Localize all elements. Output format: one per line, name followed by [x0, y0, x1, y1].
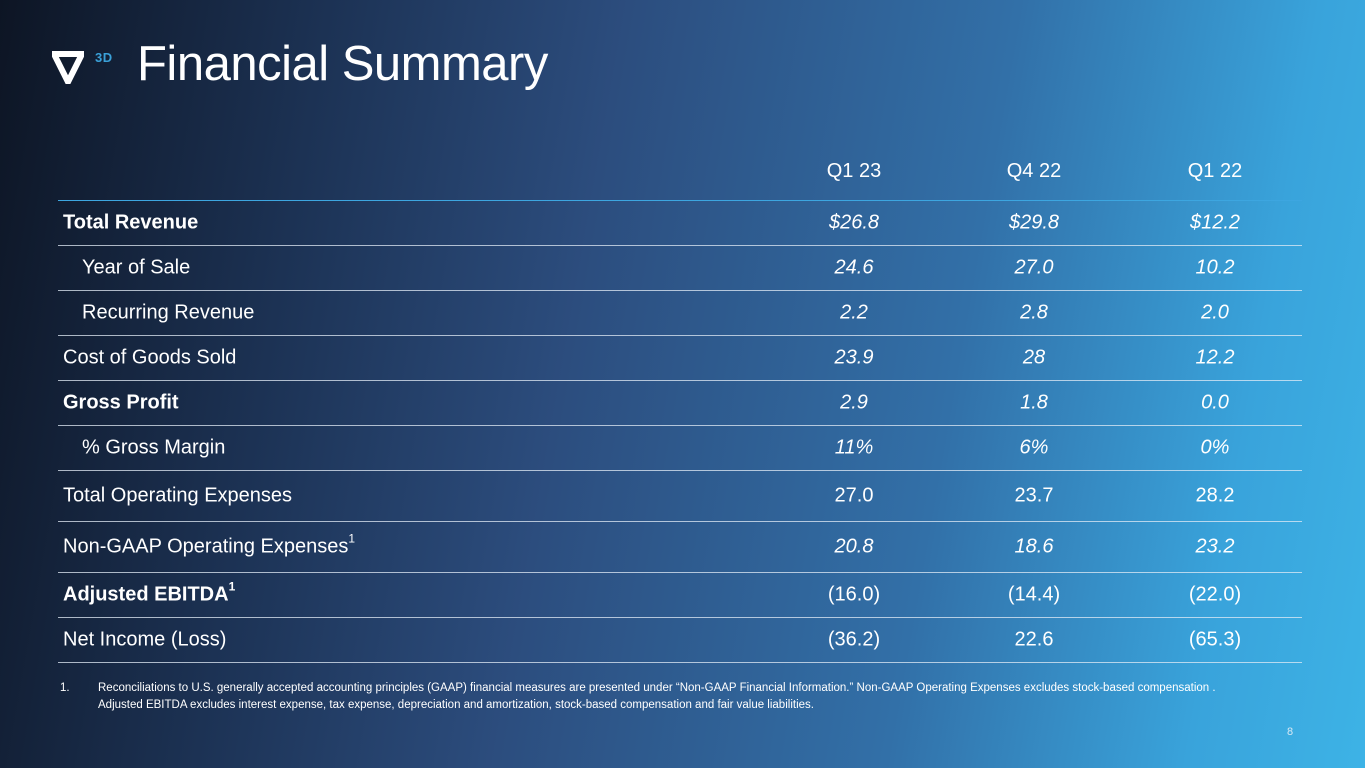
cell-value: 11% — [834, 436, 874, 459]
cell-value: $12.2 — [1189, 211, 1241, 234]
cell-value: 1.8 — [1020, 391, 1048, 414]
cell-value: 28.2 — [1195, 484, 1235, 507]
footnote-marker: 1 — [348, 531, 356, 546]
row-label: Adjusted EBITDA1 — [63, 580, 235, 607]
table-row-recurring-revenue: Recurring Revenue 2.2 2.8 2.0 — [58, 291, 1302, 336]
footnote-number: 1. — [60, 682, 70, 694]
cell-value: 23.7 — [1014, 484, 1054, 507]
cell-value: 27.0 — [1014, 256, 1054, 279]
cell-value: 2.0 — [1201, 301, 1229, 324]
cell-value: 23.2 — [1195, 535, 1235, 558]
table-header: Q1 23 Q4 22 Q1 22 — [58, 150, 1302, 201]
cell-value: 20.8 — [834, 535, 874, 558]
table-row-adjusted-ebitda: Adjusted EBITDA1 (16.0) (14.4) (22.0) — [58, 573, 1302, 618]
cell-value: 22.6 — [1014, 628, 1054, 651]
cell-value: (65.3) — [1188, 628, 1242, 651]
cell-value: 0% — [1200, 436, 1230, 459]
footnote-text: Reconciliations to U.S. generally accept… — [98, 682, 1216, 711]
logo-triangle-icon — [52, 51, 84, 84]
cell-value: (22.0) — [1188, 583, 1242, 606]
footnote: 1. Reconciliations to U.S. generally acc… — [60, 680, 1240, 714]
row-label: Total Operating Expenses — [63, 484, 293, 507]
row-label: Year of Sale — [82, 256, 191, 279]
cell-value: (16.0) — [827, 583, 881, 606]
cell-value: 28 — [1022, 346, 1046, 369]
table-row-year-of-sale: Year of Sale 24.6 27.0 10.2 — [58, 246, 1302, 291]
cell-value: 12.2 — [1195, 346, 1235, 369]
table-row-total-operating-expenses: Total Operating Expenses 27.0 23.7 28.2 — [58, 471, 1302, 522]
table-row-non-gaap-operating-expenses: Non-GAAP Operating Expenses1 20.8 18.6 2… — [58, 522, 1302, 573]
row-label: Non-GAAP Operating Expenses1 — [63, 532, 355, 559]
cell-value: 2.9 — [840, 391, 868, 414]
column-header-q1-22: Q1 22 — [1187, 160, 1243, 182]
cell-value: 24.6 — [834, 256, 874, 279]
column-header-q4-22: Q4 22 — [1006, 160, 1062, 182]
cell-value: $26.8 — [828, 211, 880, 234]
row-label-text: Non-GAAP Operating Expenses — [63, 535, 349, 558]
row-label: Net Income (Loss) — [63, 628, 227, 651]
row-label: Cost of Goods Sold — [63, 346, 237, 369]
table-row-gross-margin: % Gross Margin 11% 6% 0% — [58, 426, 1302, 471]
column-header-q1-23: Q1 23 — [826, 160, 882, 182]
cell-value: 2.2 — [840, 301, 868, 324]
cell-value: 6% — [1019, 436, 1049, 459]
cell-value: $29.8 — [1008, 211, 1060, 234]
row-label: Total Revenue — [63, 211, 199, 234]
cell-value: (14.4) — [1007, 583, 1061, 606]
cell-value: 27.0 — [834, 484, 874, 507]
row-label: % Gross Margin — [82, 436, 226, 459]
row-label: Recurring Revenue — [82, 301, 255, 324]
cell-value: (36.2) — [827, 628, 881, 651]
logo-suffix: 3D — [95, 50, 113, 65]
table-row-cost-of-goods-sold: Cost of Goods Sold 23.9 28 12.2 — [58, 336, 1302, 381]
financial-summary-table: Q1 23 Q4 22 Q1 22 Total Revenue $26.8 $2… — [58, 150, 1302, 663]
cell-value: 10.2 — [1195, 256, 1235, 279]
page-title: Financial Summary — [137, 37, 548, 91]
row-label-text: Adjusted EBITDA — [63, 583, 229, 606]
cell-value: 0.0 — [1201, 391, 1229, 414]
footnote-marker: 1 — [228, 579, 236, 594]
row-label: Gross Profit — [63, 391, 179, 414]
table-row-gross-profit: Gross Profit 2.9 1.8 0.0 — [58, 381, 1302, 426]
cell-value: 2.8 — [1020, 301, 1048, 324]
cell-value: 23.9 — [834, 346, 874, 369]
table-row-total-revenue: Total Revenue $26.8 $29.8 $12.2 — [58, 201, 1302, 246]
page-number: 8 — [1287, 726, 1294, 738]
cell-value: 18.6 — [1014, 535, 1054, 558]
company-logo: 3D — [52, 50, 122, 90]
table-row-net-income: Net Income (Loss) (36.2) 22.6 (65.3) — [58, 618, 1302, 663]
